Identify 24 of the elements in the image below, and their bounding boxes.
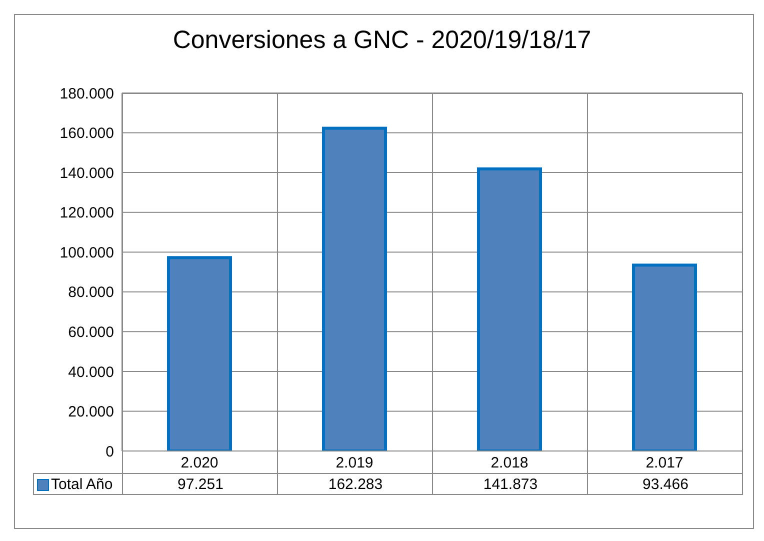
- data-label: 141.873: [482, 476, 539, 493]
- y-tick-label: 80.000: [68, 284, 114, 302]
- data-label: 97.251: [176, 476, 224, 493]
- y-tick-label: 60.000: [68, 324, 114, 341]
- x-tick-label: 2.018: [490, 454, 528, 472]
- legend-label: Total Año: [51, 476, 113, 493]
- x-tick-label: 2.020: [180, 454, 218, 472]
- y-tick-label: 100.000: [60, 244, 114, 262]
- bar: [632, 264, 697, 451]
- chart-title: Conversiones a GNC - 2020/19/18/17: [172, 26, 592, 54]
- y-tick-label: 180.000: [60, 85, 114, 102]
- bar: [322, 126, 387, 451]
- data-label: 162.283: [327, 476, 384, 493]
- y-tick-label: 40.000: [68, 364, 114, 381]
- x-tick-label: 2.019: [336, 454, 374, 472]
- y-tick-label: 160.000: [60, 125, 114, 142]
- y-tick-label: 20.000: [68, 404, 114, 421]
- x-tick-label: 2.017: [646, 454, 684, 472]
- data-label: 93.466: [642, 476, 690, 493]
- y-tick-label: 0: [106, 443, 114, 460]
- y-tick-label: 120.000: [60, 204, 114, 222]
- bar: [167, 256, 232, 451]
- bar: [477, 167, 542, 451]
- y-tick-label: 140.000: [60, 164, 114, 182]
